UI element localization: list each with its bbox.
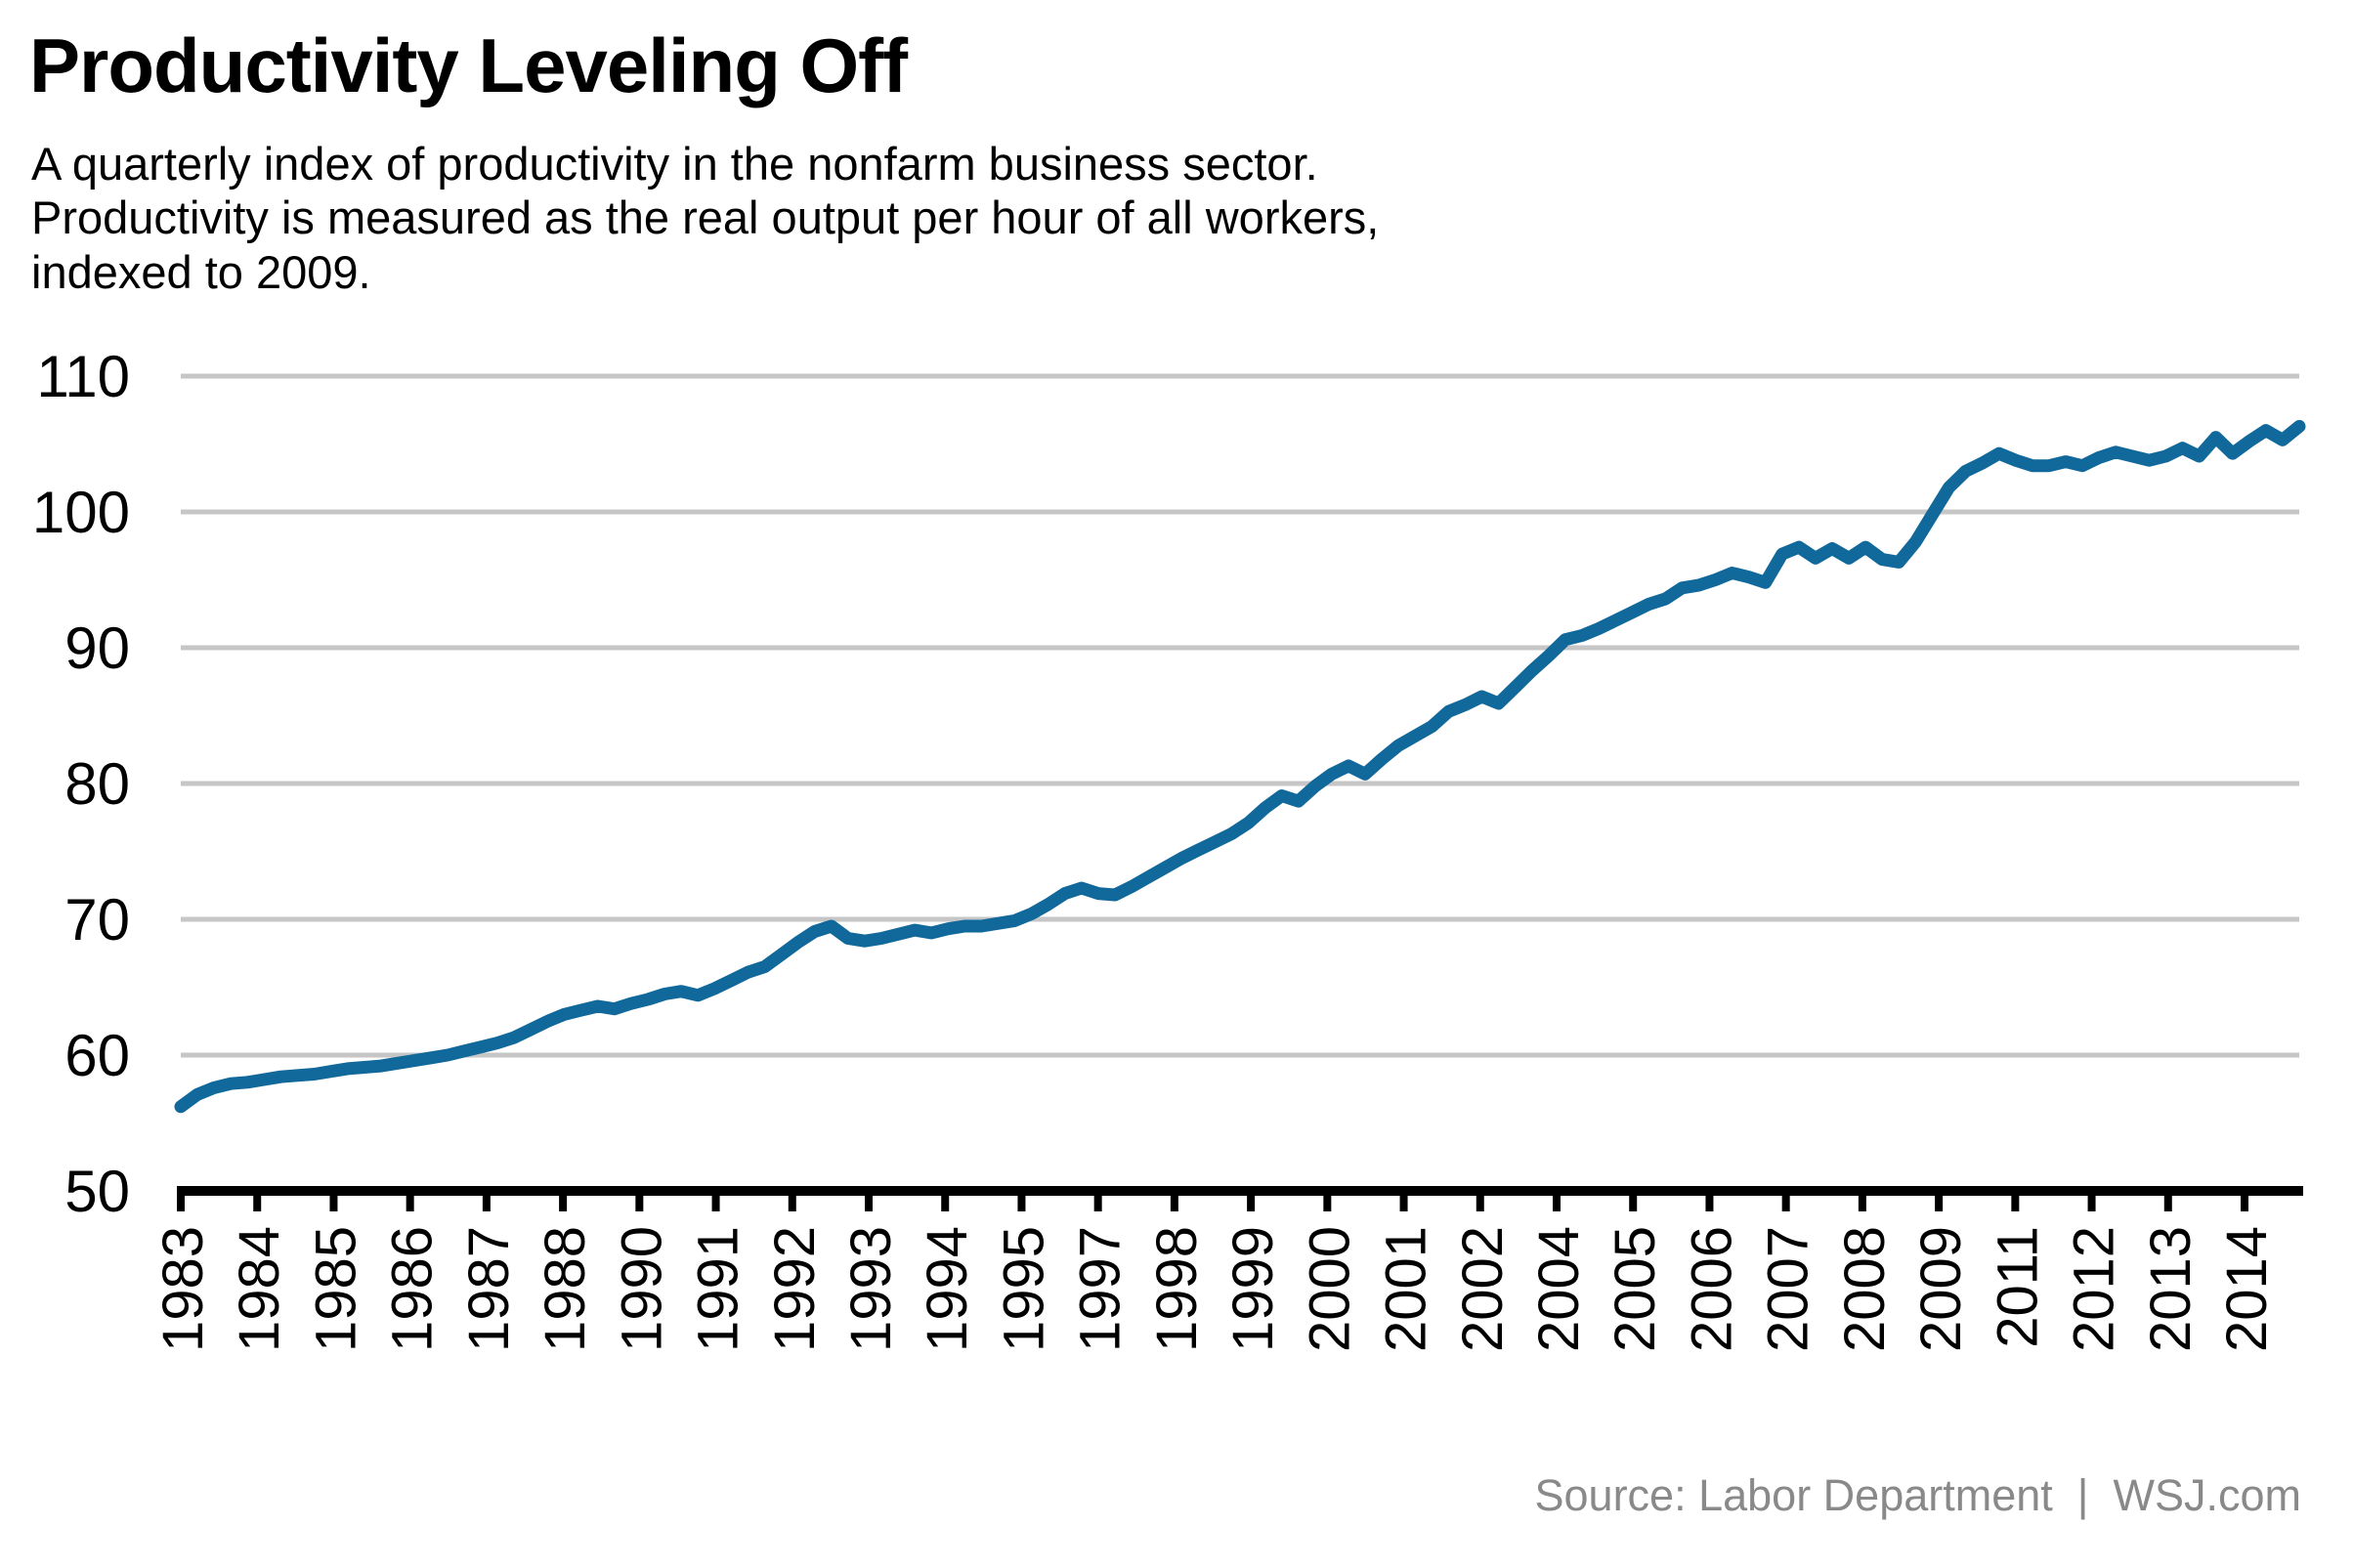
y-axis-label-50: 50 [64,1159,130,1224]
x-tick-1999 [1247,1196,1256,1211]
x-axis-label-1990: 1990 [610,1226,673,1352]
x-axis-label-2014: 2014 [2215,1226,2279,1352]
y-axis-label-60: 60 [64,1023,130,1088]
x-axis-label-2004: 2004 [1527,1226,1591,1352]
x-tick-1993 [865,1196,873,1211]
x-tick-1984 [253,1196,262,1211]
x-tick-2002 [1476,1196,1484,1211]
x-axis-line [177,1186,2303,1196]
x-tick-2013 [2163,1196,2172,1211]
source-credit: Source: Labor Department | WSJ.com [1534,1470,2302,1520]
x-axis-label-1984: 1984 [228,1226,291,1352]
x-tick-1983 [177,1196,185,1211]
y-axis-label-100: 100 [32,480,130,545]
x-axis-label-1987: 1987 [457,1226,521,1352]
x-tick-1987 [482,1196,491,1211]
y-axis-label-80: 80 [64,751,130,817]
x-tick-2005 [1629,1196,1638,1211]
x-axis-label-1988: 1988 [534,1226,597,1352]
x-axis-label-1998: 1998 [1145,1226,1209,1352]
x-axis-label-1983: 1983 [151,1226,215,1352]
chart-title: Productivity Leveling Off [29,22,908,108]
x-axis-label-2009: 2009 [1909,1226,1973,1352]
y-axis-label-90: 90 [64,615,130,681]
x-axis-label-2012: 2012 [2063,1226,2126,1352]
x-axis-label-2008: 2008 [1833,1226,1897,1352]
x-axis-label-2000: 2000 [1298,1226,1361,1352]
x-axis-label-2006: 2006 [1680,1226,1743,1352]
x-axis-label-2013: 2013 [2139,1226,2203,1352]
x-axis-label-1997: 1997 [1069,1226,1133,1352]
x-tick-2012 [2087,1196,2096,1211]
x-tick-1998 [1170,1196,1178,1211]
x-tick-2001 [1399,1196,1408,1211]
x-tick-1994 [941,1196,950,1211]
x-axis-label-2007: 2007 [1757,1226,1820,1352]
x-tick-2006 [1705,1196,1714,1211]
chart-subtitle: A quarterly index of productivity in the… [31,138,1380,298]
x-tick-2011 [2011,1196,2020,1211]
x-axis-label-1994: 1994 [916,1226,979,1352]
x-axis-label-1999: 1999 [1221,1226,1285,1352]
x-axis-label-2001: 2001 [1375,1226,1438,1352]
x-tick-1990 [635,1196,644,1211]
x-tick-2004 [1553,1196,1561,1211]
x-tick-1985 [329,1196,338,1211]
y-axis-label-110: 110 [36,344,130,409]
x-tick-2009 [1935,1196,1944,1211]
x-axis-label-2002: 2002 [1451,1226,1515,1352]
x-tick-1995 [1017,1196,1026,1211]
x-tick-2007 [1781,1196,1790,1211]
x-tick-1988 [559,1196,568,1211]
x-tick-1992 [788,1196,796,1211]
x-tick-1986 [406,1196,414,1211]
x-axis-label-2011: 2011 [1986,1226,2049,1348]
x-tick-1991 [711,1196,720,1211]
x-axis-label-1991: 1991 [687,1226,750,1352]
x-tick-1997 [1093,1196,1102,1211]
x-axis-label-1993: 1993 [839,1226,903,1352]
x-axis-label-1995: 1995 [992,1226,1055,1352]
x-tick-2014 [2241,1196,2248,1211]
y-axis-label-70: 70 [64,887,130,953]
x-tick-2000 [1323,1196,1332,1211]
x-axis-label-1992: 1992 [763,1226,827,1352]
productivity-line [174,419,2306,1114]
x-axis-label-1986: 1986 [381,1226,445,1352]
x-axis-label-2005: 2005 [1604,1226,1667,1352]
x-axis-label-1985: 1985 [304,1226,367,1352]
x-tick-2008 [1858,1196,1866,1211]
